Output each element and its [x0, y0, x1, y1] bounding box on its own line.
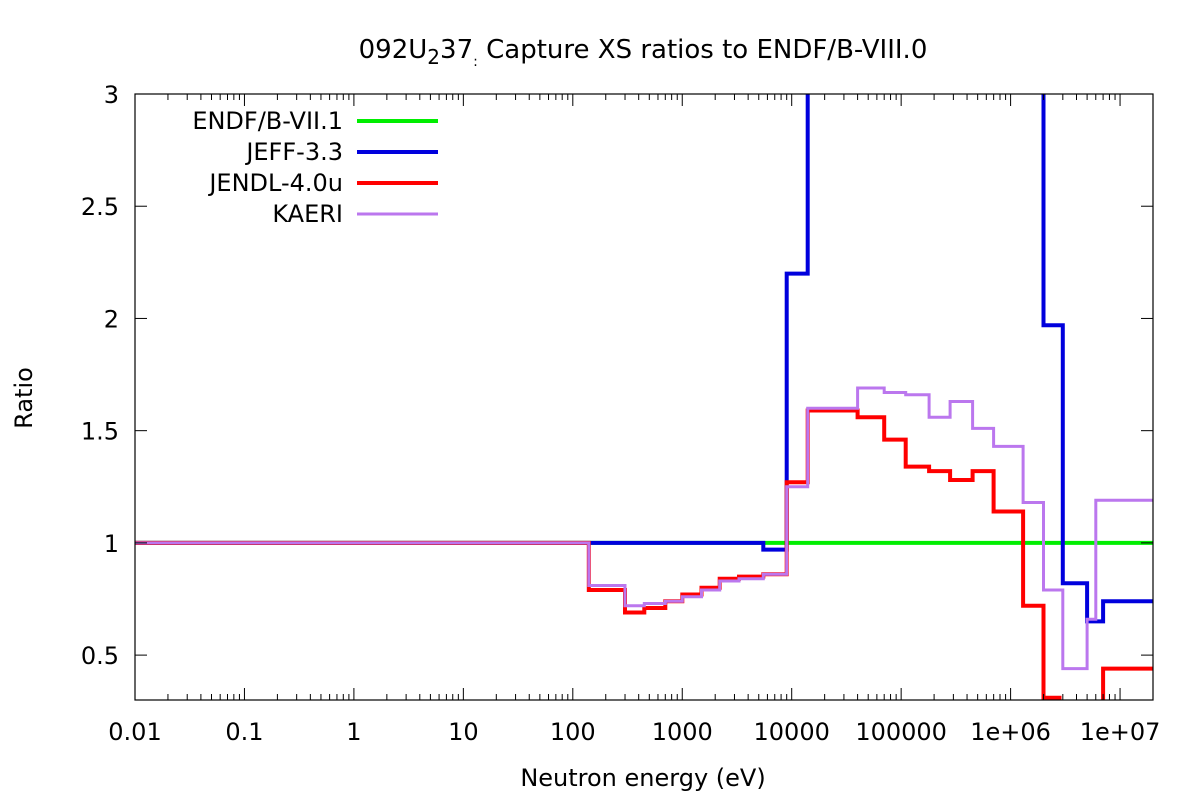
- legend-label: JEFF-3.3: [244, 138, 343, 166]
- series-line-jendl-4-0u: [135, 408, 1153, 700]
- chart-title: 092U237: Capture XS ratios to ENDF/B-VII…: [359, 35, 928, 70]
- legend-label: ENDF/B-VII.1: [192, 107, 343, 135]
- x-tick-label: 0.01: [108, 718, 161, 746]
- y-axis-label: Ratio: [10, 367, 38, 429]
- y-tick-label: 1.5: [81, 418, 119, 446]
- y-tick-label: 1: [104, 530, 119, 558]
- title-rest: 37: [440, 35, 473, 65]
- legend: ENDF/B-VII.1 JEFF-3.3 JENDL-4.0u KAERI: [192, 107, 438, 228]
- legend-label: JENDL-4.0u: [207, 169, 343, 197]
- series-line-kaeri: [135, 386, 1153, 671]
- x-axis-label: Neutron energy (eV): [520, 764, 765, 792]
- plot-layer: 0.01 0.1 1 10 100 1000 10000 100000 1e+06 1e+07 0.…: [81, 81, 1161, 746]
- title-sub: 2: [427, 45, 440, 69]
- y-tick-label: 0.5: [81, 642, 119, 670]
- x-tick-label: 1: [346, 718, 361, 746]
- x-tick-label: 10: [448, 718, 479, 746]
- plot-frame: [134, 93, 1154, 701]
- series-group: [135, 94, 1153, 700]
- x-tick-label: 100: [550, 718, 596, 746]
- x-tick-label: 100000: [855, 718, 947, 746]
- title-main: 092U: [359, 35, 428, 65]
- title-sep: :: [473, 54, 478, 70]
- y-tick-label: 2: [104, 305, 119, 333]
- y-tick-label: 3: [104, 81, 119, 109]
- x-tick-label: 0.1: [225, 718, 263, 746]
- series-line-jeff-3-3: [135, 94, 1153, 624]
- x-tick-label: 1e+06: [970, 718, 1051, 746]
- x-tick-label: 1000: [652, 718, 713, 746]
- x-tick-label: 10000: [754, 718, 830, 746]
- legend-label: KAERI: [272, 200, 343, 228]
- y-tick-label: 2.5: [81, 193, 119, 221]
- x-tick-label: 1e+07: [1080, 718, 1161, 746]
- title-tail: Capture XS ratios to ENDF/B-VIII.0: [478, 35, 928, 65]
